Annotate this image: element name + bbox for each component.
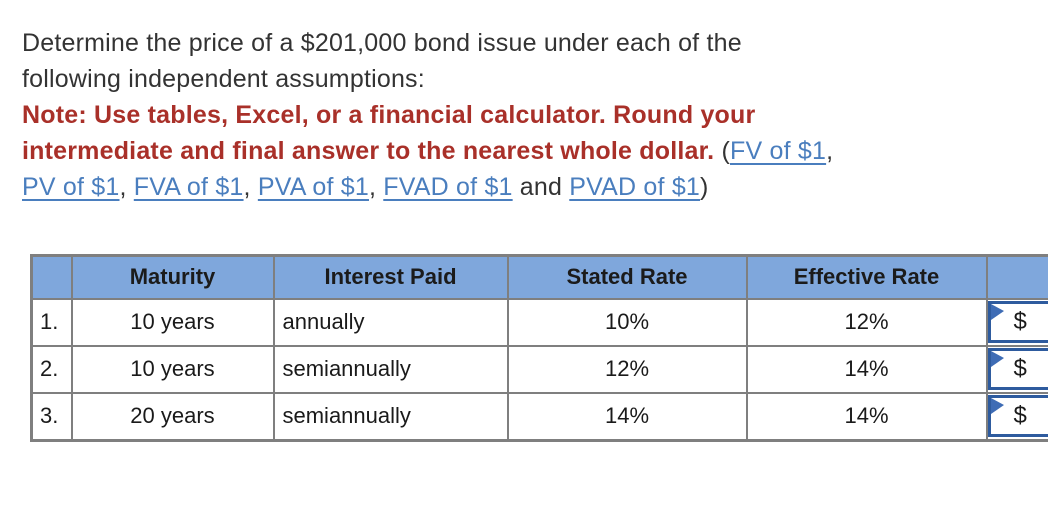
answer-input-row-1[interactable]: $: [987, 300, 1048, 343]
link-fvad-of-1[interactable]: FVAD of $1: [383, 173, 513, 201]
stated-rate-cell: 10%: [506, 297, 748, 347]
note-line-1: Note: Use tables, Excel, or a financial …: [22, 101, 756, 129]
intro-line-2: following independent assumptions:: [22, 65, 425, 93]
separator-comma: ,: [243, 173, 258, 201]
answer-flag-icon: [990, 350, 1004, 367]
header-row: Maturity Interest Paid Stated Rate Effec…: [30, 254, 1048, 300]
question-text: Determine the price of a $201,000 bond i…: [22, 25, 1042, 205]
maturity-cell: 20 years: [70, 391, 275, 441]
header-effective-rate: Effective Rate: [745, 254, 988, 300]
table-row: 1. 10 years annually 10% 12% $: [30, 297, 1048, 347]
separator-comma: ,: [368, 173, 384, 201]
link-pvad-of-1[interactable]: PVAD of $1: [569, 173, 701, 201]
header-blank: [30, 254, 73, 300]
interest-paid-cell: annually: [272, 297, 509, 347]
maturity-cell: 10 years: [70, 297, 275, 347]
answer-cell: $: [985, 391, 1048, 441]
answer-cell: $: [985, 344, 1048, 394]
and-text: and: [512, 173, 570, 201]
row-number: 2.: [30, 344, 73, 394]
table-row: 2. 10 years semiannually 12% 14% $: [30, 344, 1048, 394]
link-fv-of-1[interactable]: FV of $1: [730, 137, 827, 165]
interest-paid-cell: semiannually: [272, 391, 509, 441]
interest-paid-cell: semiannually: [272, 344, 509, 394]
dollar-prefix: $: [1013, 354, 1027, 382]
note-line-2: intermediate and final answer to the nea…: [22, 137, 715, 165]
link-fva-of-1[interactable]: FVA of $1: [133, 173, 244, 201]
header-stated-rate: Stated Rate: [506, 254, 748, 300]
row-number: 1.: [30, 297, 73, 347]
effective-rate-cell: 14%: [745, 344, 988, 394]
header-interest-paid: Interest Paid: [272, 254, 509, 300]
answer-flag-icon: [990, 303, 1004, 320]
header-answer: [985, 254, 1048, 300]
separator-comma: ,: [826, 137, 834, 165]
maturity-cell: 10 years: [70, 344, 275, 394]
effective-rate-cell: 14%: [745, 391, 988, 441]
stated-rate-cell: 12%: [506, 344, 748, 394]
separator-comma: ,: [119, 173, 134, 201]
intro-line-1: Determine the price of a $201,000 bond i…: [22, 29, 742, 57]
answer-input-row-2[interactable]: $: [987, 347, 1048, 390]
effective-rate-cell: 12%: [745, 297, 988, 347]
dollar-prefix: $: [1013, 401, 1027, 429]
note-text: Note: Use tables, Excel, or a financial …: [22, 97, 1042, 205]
intro-text: Determine the price of a $201,000 bond i…: [22, 25, 1042, 97]
answer-cell: $: [985, 297, 1048, 347]
row-number: 3.: [30, 391, 73, 441]
close-paren: ): [700, 173, 709, 201]
link-pva-of-1[interactable]: PVA of $1: [257, 173, 369, 201]
answer-flag-icon: [990, 397, 1004, 414]
header-maturity: Maturity: [70, 254, 275, 300]
table-row: 3. 20 years semiannually 14% 14% $: [30, 391, 1048, 441]
link-pv-of-1[interactable]: PV of $1: [22, 173, 120, 201]
answer-input-row-3[interactable]: $: [987, 394, 1048, 437]
open-paren: (: [714, 137, 730, 165]
stated-rate-cell: 14%: [506, 391, 748, 441]
dollar-prefix: $: [1013, 307, 1027, 335]
assumptions-table-wrapper: Maturity Interest Paid Stated Rate Effec…: [30, 254, 1048, 442]
assumptions-table: Maturity Interest Paid Stated Rate Effec…: [30, 254, 1048, 442]
